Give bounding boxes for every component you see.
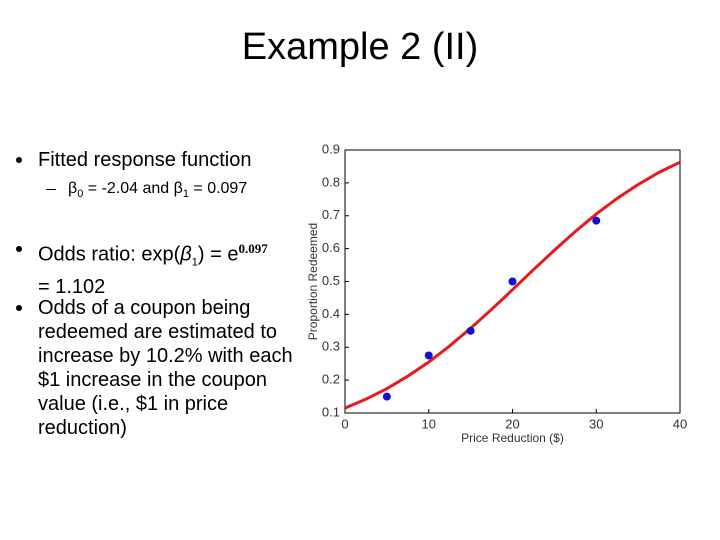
y-tick-label: 0.5	[322, 273, 340, 288]
y-tick-label: 0.8	[322, 174, 340, 189]
y-axis-label: Proportion Redeemed	[306, 223, 320, 340]
y-tick-label: 0.1	[322, 404, 340, 419]
x-tick-label: 40	[673, 416, 687, 431]
bullet: Odds of a coupon being redeemed are esti…	[38, 297, 293, 439]
text: β	[173, 180, 183, 197]
bullet-marker	[16, 157, 22, 163]
sub-bullet-marker	[46, 189, 56, 190]
bullet: Odds ratio: exp(β1) = e0.097 = 1.102	[38, 237, 308, 299]
text: 0.097	[238, 241, 268, 256]
data-point	[508, 277, 517, 286]
text: β	[68, 180, 78, 197]
y-tick-label: 0.9	[322, 141, 340, 156]
text: = 1.102	[38, 275, 106, 298]
x-tick-label: 0	[341, 416, 348, 431]
bullet-marker	[16, 305, 22, 311]
y-tick-label: 0.7	[322, 207, 340, 222]
text: 0	[77, 188, 84, 201]
fitted-curve	[345, 160, 680, 410]
text: = -2.04 and	[83, 180, 174, 197]
bullet: Fitted response function	[38, 149, 252, 171]
x-tick-label: 10	[422, 416, 436, 431]
x-tick-label: 30	[589, 416, 603, 431]
text: 1	[191, 256, 198, 269]
y-tick-label: 0.6	[322, 240, 340, 255]
x-axis-label: Price Reduction ($)	[461, 431, 564, 445]
text: = 0.097	[188, 180, 248, 197]
data-point	[592, 216, 601, 225]
text: β	[180, 243, 192, 266]
y-tick-label: 0.3	[322, 339, 340, 354]
text: 1	[182, 188, 189, 201]
y-tick-label: 0.2	[322, 372, 340, 387]
text: Odds ratio: exp(	[38, 243, 181, 266]
text: ) = e	[197, 243, 239, 266]
sub-bullet: β0 = -2.04 and β1 = 0.097	[68, 177, 247, 206]
slide-title: Example 2 (II)	[241, 26, 479, 68]
data-point	[382, 392, 391, 401]
data-point	[466, 326, 475, 335]
x-tick-label: 20	[505, 416, 519, 431]
data-point	[424, 351, 433, 360]
y-tick-label: 0.4	[322, 306, 340, 321]
bullet-marker	[16, 246, 22, 252]
